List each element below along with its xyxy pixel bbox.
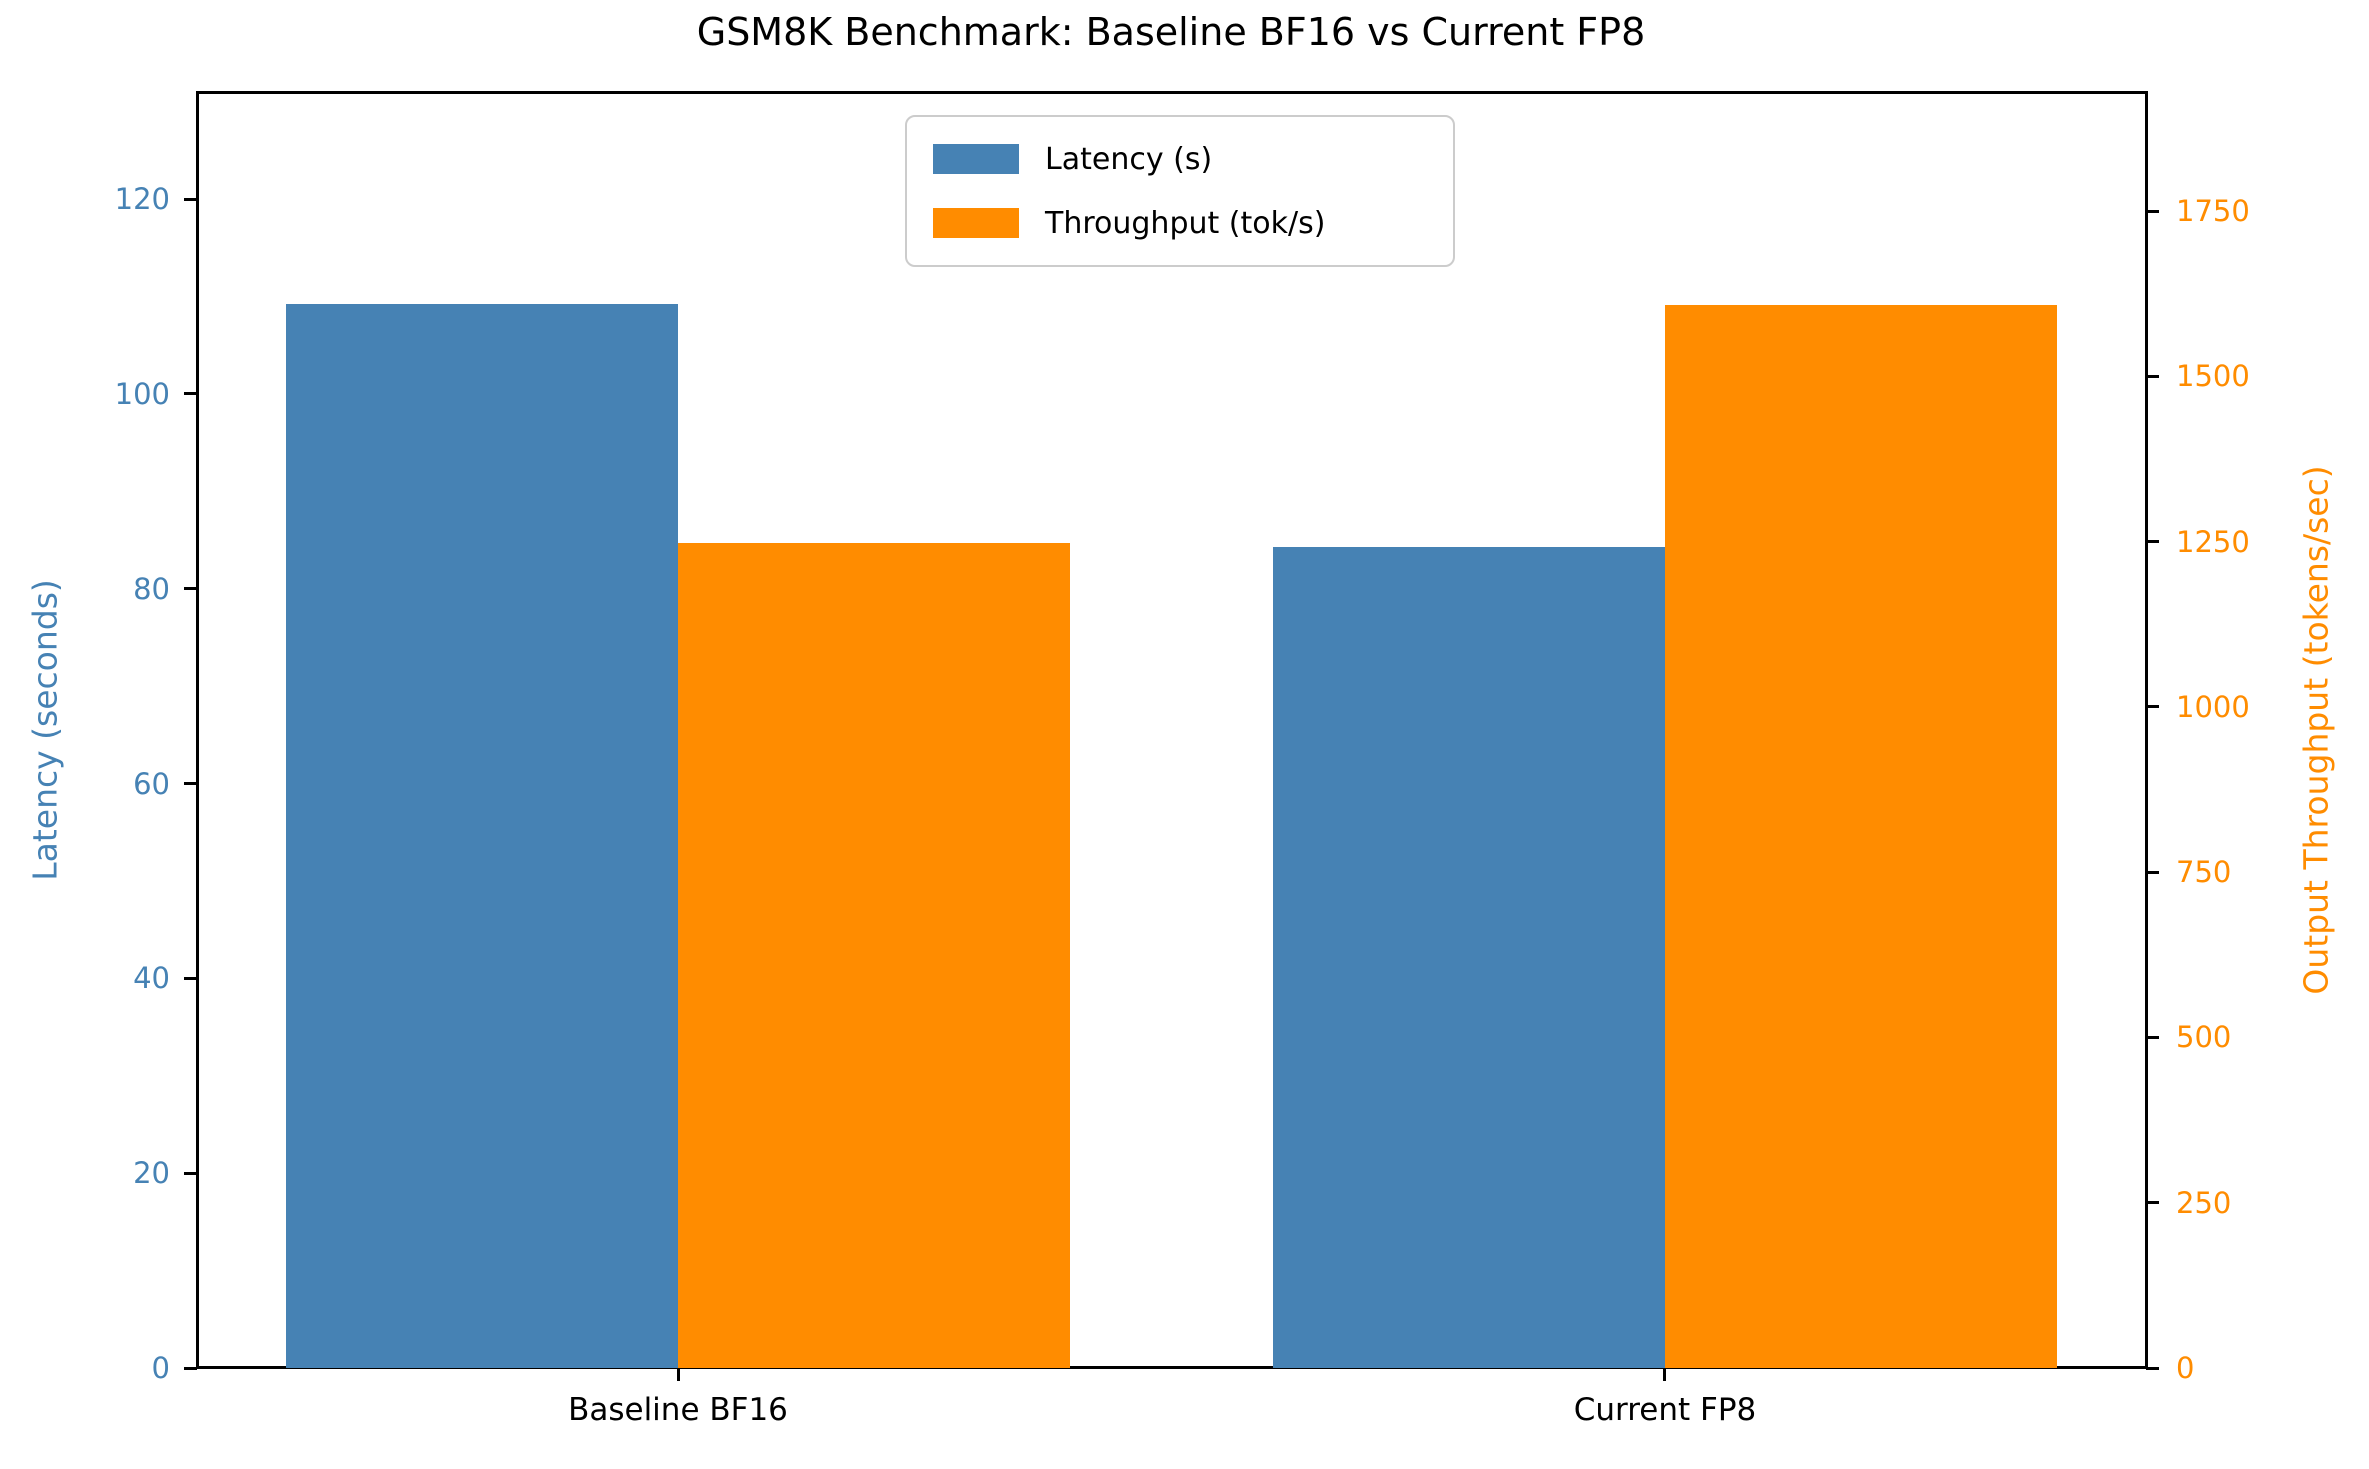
left-spine [196,91,199,1369]
left-y-tick-label: 20 [133,1156,170,1191]
legend-label-latency: Latency (s) [1045,141,1213,177]
right-y-tickmark [2146,1201,2159,1205]
right-y-tick-label: 250 [2176,1185,2232,1220]
right-y-tickmark [2146,1035,2159,1039]
left-y-tickmark [184,197,197,201]
right-spine [2145,91,2148,1369]
x-tickmark [676,1368,680,1381]
left-y-axis-label: Latency (seconds) [25,579,65,881]
right-y-tickmark [2146,209,2159,213]
left-y-tick-label: 60 [133,766,170,801]
legend-swatch-latency [933,144,1019,174]
left-y-tickmark [184,1366,197,1370]
bottom-spine [196,1366,2148,1369]
right-y-axis-label: Output Throughput (tokens/sec) [2296,465,2336,995]
left-y-tickmark [184,392,197,396]
left-y-tickmark [184,587,197,591]
right-y-tickmark [2146,870,2159,874]
legend: Latency (s) Throughput (tok/s) [905,115,1455,267]
bar-throughput-current-fp8 [1664,304,2057,1368]
x-tick-label-baseline-bf16: Baseline BF16 [568,1392,788,1428]
legend-swatch-throughput [933,208,1019,238]
right-y-tick-label: 0 [2176,1351,2195,1385]
legend-row-latency: Latency (s) [933,142,1427,177]
right-y-tick-label: 1250 [2176,524,2250,559]
bar-latency-baseline-bf16 [286,304,678,1368]
x-tick-label-current-fp8: Current FP8 [1573,1392,1757,1428]
left-y-tickmark [184,976,197,980]
left-y-tick-label: 100 [114,376,170,411]
left-y-tickmark [184,1171,197,1175]
right-y-tick-label: 1500 [2176,359,2250,394]
right-y-tickmark [2146,374,2159,378]
right-y-tick-label: 1750 [2176,194,2250,228]
left-y-tick-label: 80 [133,571,170,606]
x-tickmark [1663,1368,1667,1381]
top-spine [196,91,2148,94]
right-y-tickmark [2146,705,2159,709]
left-y-tick-label: 0 [151,1351,170,1385]
legend-row-throughput: Throughput (tok/s) [933,206,1427,241]
right-y-tick-label: 1000 [2176,689,2250,724]
right-y-tickmark [2146,540,2159,544]
right-y-tick-label: 750 [2176,855,2232,890]
right-y-tickmark [2146,1366,2159,1370]
chart-title: GSM8K Benchmark: Baseline BF16 vs Curren… [696,10,1646,54]
left-y-tick-label: 120 [114,182,170,217]
left-y-tickmark [184,782,197,786]
legend-label-throughput: Throughput (tok/s) [1045,205,1326,241]
bar-throughput-baseline-bf16 [678,542,1070,1368]
right-y-tick-label: 500 [2176,1020,2232,1055]
bar-latency-current-fp8 [1272,546,1665,1368]
left-y-tick-label: 40 [133,961,170,996]
